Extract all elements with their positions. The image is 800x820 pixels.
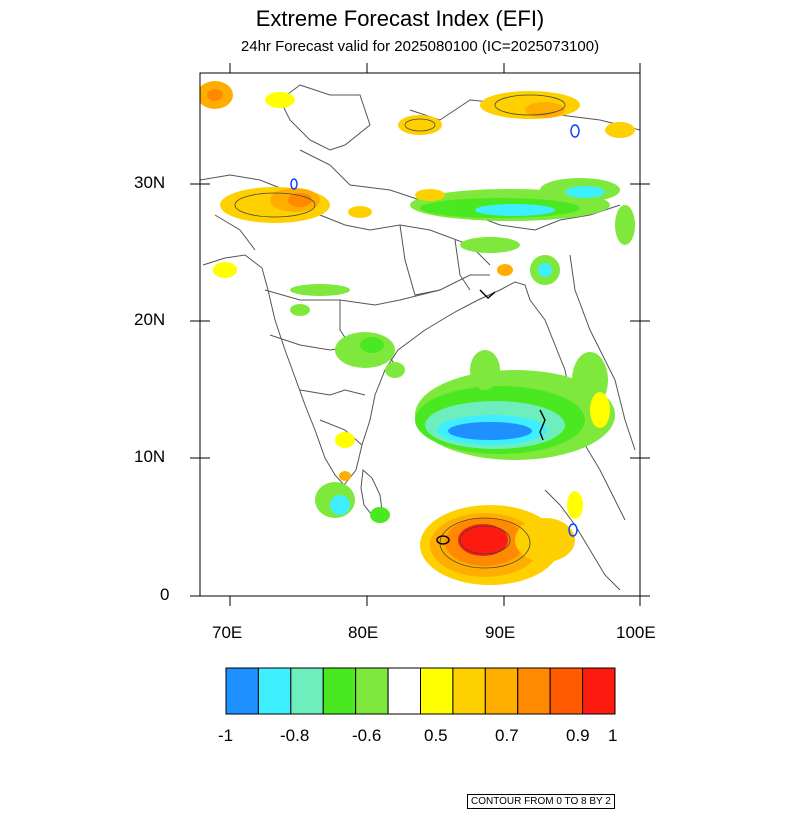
colorbar-box bbox=[387, 667, 422, 715]
colorbar bbox=[225, 667, 616, 715]
colorbar-box bbox=[290, 667, 324, 715]
lon-ticks bbox=[229, 63, 641, 606]
contour-info: CONTOUR FROM 0 TO 8 BY 2 bbox=[467, 794, 615, 809]
colorbar-label-1: -1 bbox=[218, 726, 234, 745]
colorbar-label-5: 0.7 bbox=[495, 726, 519, 745]
colorbar-box bbox=[355, 667, 389, 715]
negative-contours bbox=[290, 124, 580, 537]
colorbar-box bbox=[257, 667, 292, 715]
colorbar-box bbox=[484, 667, 519, 715]
colorbar-label-2: -0.8 bbox=[280, 726, 310, 745]
lat-ticks bbox=[190, 183, 650, 597]
colorbar-box bbox=[582, 667, 616, 715]
colorbar-box bbox=[322, 667, 357, 715]
colorbar-label-4: 0.5 bbox=[424, 726, 448, 745]
lon-label-70e: 70E bbox=[212, 623, 243, 642]
colorbar-box bbox=[420, 667, 454, 715]
lat-label-20n: 20N bbox=[134, 310, 166, 329]
colorbar-label-6: 0.9 bbox=[566, 726, 590, 745]
lat-label-30n: 30N bbox=[134, 173, 166, 192]
sot-contours bbox=[436, 289, 546, 545]
colorbar-label-3: -0.6 bbox=[352, 726, 382, 745]
lat-label-0: 0 bbox=[160, 585, 170, 604]
efi-shading bbox=[200, 81, 635, 585]
efi-contours bbox=[234, 94, 566, 569]
lon-label-80e: 80E bbox=[348, 623, 379, 642]
colorbar-box bbox=[517, 667, 551, 715]
lat-label-10n: 10N bbox=[134, 447, 166, 466]
colorbar-box bbox=[549, 667, 584, 715]
map-plot-area bbox=[200, 81, 640, 591]
colorbar-box bbox=[225, 667, 259, 715]
colorbar-box bbox=[452, 667, 486, 715]
plot-frame bbox=[199, 72, 641, 597]
map-title: Extreme Forecast Index (EFI) bbox=[255, 6, 545, 31]
lon-label-100e: 100E bbox=[616, 623, 656, 642]
colorbar-label-7: 1 bbox=[608, 726, 618, 745]
map-subtitle: 24hr Forecast valid for 2025080100 (IC=2… bbox=[240, 38, 600, 55]
lon-label-90e: 90E bbox=[485, 623, 516, 642]
